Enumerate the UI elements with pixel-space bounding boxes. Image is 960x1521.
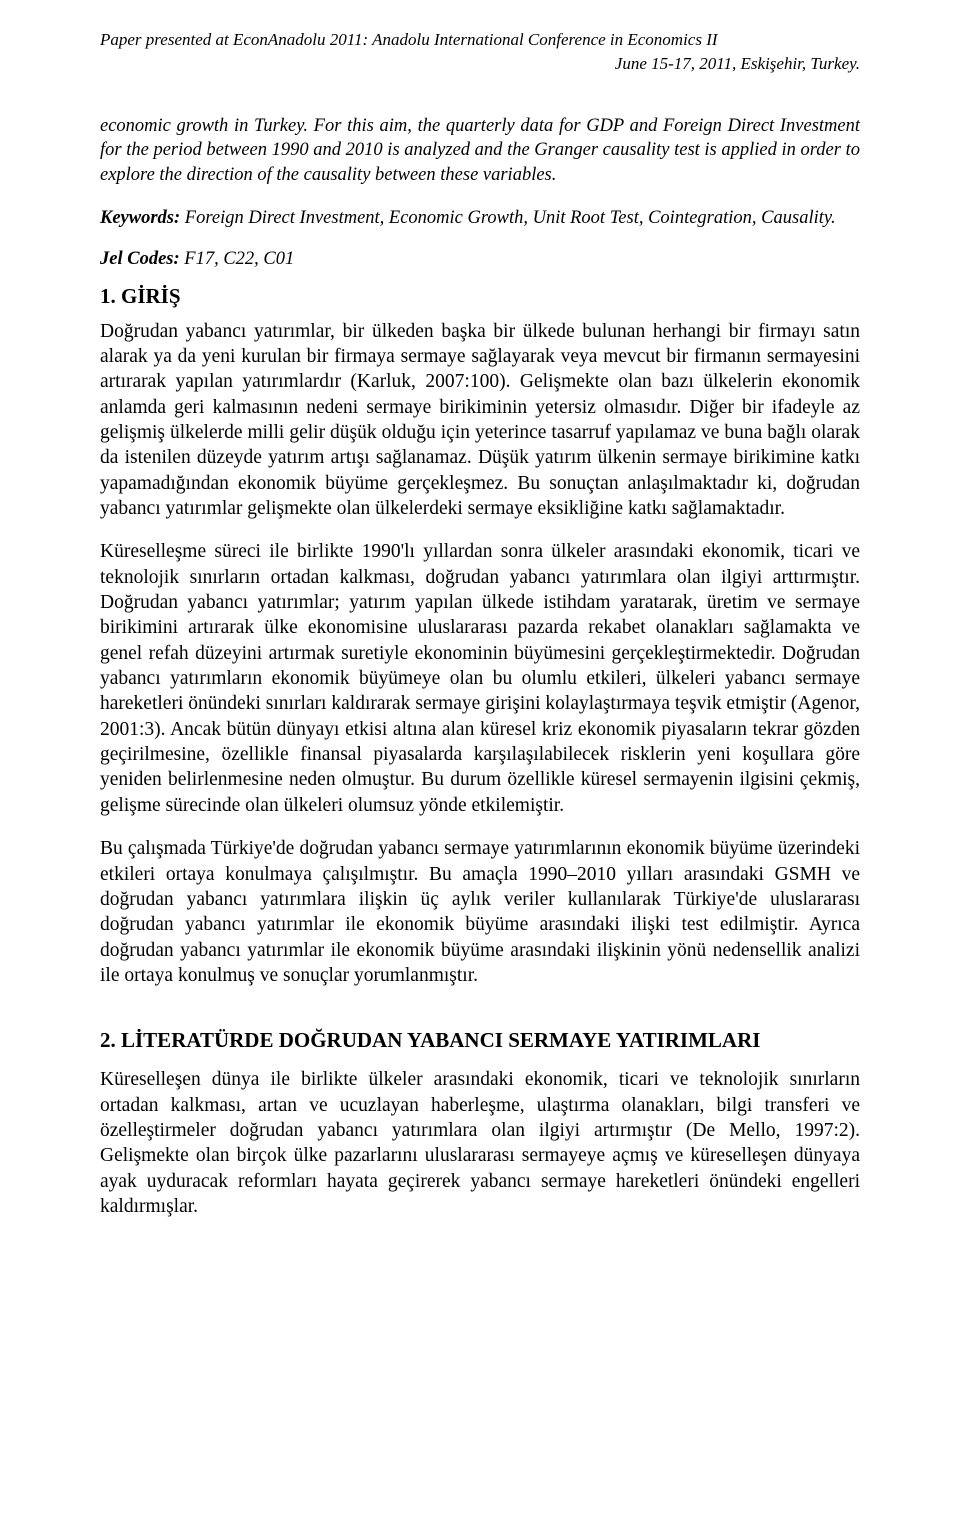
conference-header-note: Paper presented at EconAnadolu 2011: Ana… (100, 30, 860, 50)
keywords-line: Keywords: Foreign Direct Investment, Eco… (100, 206, 860, 230)
jel-text: F17, C22, C01 (180, 249, 295, 269)
section-1-paragraph-1: Doğrudan yabancı yatırımlar, bir ülkeden… (100, 319, 860, 522)
keywords-label: Keywords: (100, 208, 180, 228)
jel-label: Jel Codes: (100, 249, 180, 269)
section-1-paragraph-2: Küreselleşme süreci ile birlikte 1990'lı… (100, 539, 860, 818)
keywords-text: Foreign Direct Investment, Economic Grow… (180, 208, 836, 228)
section-2-paragraph-1: Küreselleşen dünya ile birlikte ülkeler … (100, 1067, 860, 1219)
jel-line: Jel Codes: F17, C22, C01 (100, 249, 860, 270)
abstract-text: economic growth in Turkey. For this aim,… (100, 114, 860, 187)
section-2-heading: 2. LİTERATÜRDE DOĞRUDAN YABANCI SERMAYE … (100, 1028, 860, 1053)
section-1-heading: 1. GİRİŞ (100, 284, 860, 309)
conference-header-date: June 15-17, 2011, Eskişehir, Turkey. (100, 54, 860, 74)
page-container: Paper presented at EconAnadolu 2011: Ana… (0, 0, 960, 1259)
section-1-paragraph-3: Bu çalışmada Türkiye'de doğrudan yabancı… (100, 836, 860, 988)
